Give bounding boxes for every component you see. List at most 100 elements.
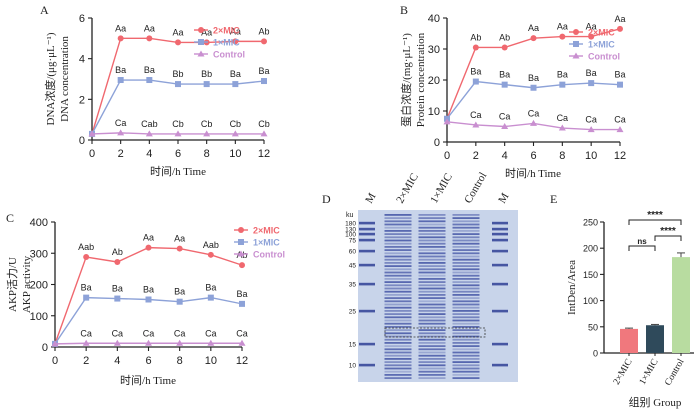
data-point — [176, 298, 183, 305]
sample-band — [452, 230, 480, 232]
significance-label: ns — [637, 237, 647, 246]
data-point — [145, 130, 153, 137]
sample-band — [418, 236, 446, 239]
x-tick-label: 12 — [614, 150, 626, 162]
sample-band — [418, 367, 446, 370]
sample-band — [452, 271, 480, 274]
sample-band — [384, 214, 412, 216]
y-tick-label: 400 — [30, 217, 48, 229]
data-label: Ba — [499, 70, 510, 80]
panel-letter: B — [400, 3, 408, 17]
marker-label: 35 — [349, 282, 357, 289]
sample-band — [452, 322, 480, 325]
data-point — [176, 245, 183, 252]
sample-band — [384, 342, 412, 344]
sample-band — [452, 262, 480, 264]
data-label: Ba — [112, 284, 123, 294]
legend-label: 1×MIC — [588, 40, 615, 50]
sample-band — [418, 242, 446, 245]
sample-band — [452, 287, 480, 290]
sample-band — [418, 300, 446, 303]
marker-label: 75 — [349, 238, 357, 245]
legend-marker — [198, 39, 204, 45]
data-label: Ca — [174, 328, 186, 338]
data-point — [530, 35, 537, 42]
marker-band — [359, 363, 375, 367]
bar-2×MIC — [620, 328, 638, 353]
sample-band — [384, 300, 412, 303]
sample-band — [452, 274, 480, 277]
data-point — [113, 339, 121, 346]
legend-marker — [197, 50, 205, 57]
data-point — [83, 254, 90, 260]
sample-band — [418, 310, 446, 312]
significance-label: **** — [647, 210, 663, 221]
sample-band — [452, 361, 480, 363]
sample-band — [418, 217, 446, 219]
data-label: Aab — [203, 240, 219, 250]
series-1×MIC: Ba Ba Ba Ba Ba Ba 1×MIC — [52, 238, 280, 347]
data-point — [559, 81, 566, 88]
sample-band — [418, 322, 446, 325]
x-tick-label: 6 — [530, 150, 536, 162]
sample-band — [418, 338, 446, 341]
data-label: Aab — [78, 242, 94, 252]
sample-band — [418, 297, 446, 299]
sample-band — [452, 329, 480, 331]
sample-band — [452, 226, 480, 229]
sample-band — [384, 370, 412, 373]
sample-band — [452, 236, 480, 239]
sample-band — [384, 255, 412, 258]
marker-band — [492, 227, 508, 231]
sample-band — [452, 297, 480, 299]
data-point — [114, 295, 121, 302]
sample-band — [418, 274, 446, 277]
data-point — [145, 244, 152, 251]
sample-band — [452, 242, 480, 245]
marker-label: 60 — [349, 249, 357, 256]
data-label: Aa — [144, 23, 155, 33]
data-point — [261, 38, 267, 45]
data-point — [261, 78, 267, 85]
y-tick-label: 200 — [583, 244, 598, 254]
sample-band — [384, 338, 412, 341]
data-label: Aa — [586, 22, 597, 32]
data-label: Aa — [557, 22, 568, 32]
sample-band — [452, 249, 480, 251]
data-label: Ba — [557, 70, 568, 80]
sample-band — [418, 326, 446, 328]
series-Control: Ca Cab Cb Cb Cb Cb Control — [88, 50, 270, 137]
data-point — [530, 84, 537, 91]
sample-band — [384, 358, 412, 360]
sample-band — [384, 351, 412, 354]
sample-band — [418, 281, 446, 283]
data-label: Cb — [230, 119, 242, 129]
sample-band — [384, 278, 412, 280]
data-point — [114, 259, 121, 265]
data-point — [203, 130, 211, 137]
sample-band — [384, 249, 412, 251]
marker-band — [359, 309, 375, 313]
sample-band — [384, 345, 412, 347]
sample-band — [384, 329, 412, 331]
sample-band — [384, 265, 412, 267]
x-tick-label: 0 — [89, 148, 95, 160]
data-point — [207, 339, 215, 346]
sample-band — [384, 348, 412, 351]
y-axis-label-en: DNA concentration — [59, 36, 71, 122]
data-point — [117, 129, 125, 136]
marker-label: 45 — [349, 263, 357, 270]
x-tick-label: 2 — [83, 355, 89, 367]
series-1×MIC: Ba Ba Ba Ba Ba Ba 1×MIC — [444, 40, 626, 122]
data-label: Ca — [236, 328, 248, 338]
data-label: Ba — [143, 285, 154, 295]
sample-band — [384, 217, 412, 219]
data-point — [176, 339, 184, 346]
data-label: Ba — [614, 70, 625, 80]
sample-band — [384, 284, 412, 287]
data-label: Ba — [115, 65, 126, 75]
data-point — [616, 126, 624, 133]
sample-band — [452, 313, 480, 315]
sample-band — [452, 326, 480, 328]
x-tick-label: 4 — [114, 355, 120, 367]
